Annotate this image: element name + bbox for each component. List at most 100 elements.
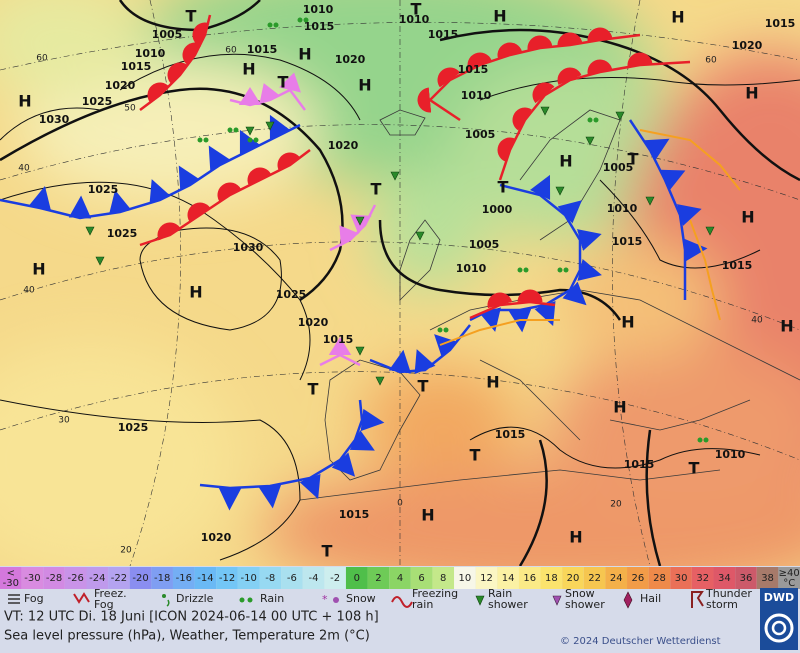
scale-label: 20 xyxy=(567,573,580,584)
pressure-center: H xyxy=(745,84,758,103)
scale-cell xyxy=(194,567,217,589)
isobar-label: 1025 xyxy=(118,421,149,434)
isobar-label: 1015 xyxy=(612,235,643,248)
weather-legend: Fog Freez.Fog Drizzle Rain * Snow Freezingrain… xyxy=(8,587,752,611)
pressure-center: H xyxy=(671,8,684,27)
scale-cell xyxy=(432,567,455,589)
isobar-label: 1010 xyxy=(399,13,430,26)
scale-label: 28 xyxy=(653,573,666,584)
shower-symbol xyxy=(245,126,255,136)
isobar-label: 1010 xyxy=(607,202,638,215)
rain-symbol xyxy=(273,22,279,28)
scale-cell xyxy=(627,567,649,589)
rain-symbol xyxy=(297,17,303,23)
pressure-center: T xyxy=(411,0,422,19)
isobar-label: 1015 xyxy=(458,63,489,76)
scale-cell xyxy=(691,567,714,589)
rain-symbol xyxy=(253,137,259,143)
isotherm-label: 0 xyxy=(397,499,403,509)
weather-legend-label: Drizzle xyxy=(176,592,214,605)
weather-legend-item: Hail xyxy=(623,591,661,609)
pressure-center: H xyxy=(18,92,31,111)
pressure-center: H xyxy=(780,317,793,336)
weather-legend-item: Rain xyxy=(239,592,284,605)
pressure-center: H xyxy=(621,313,634,332)
isotherm-label: 40 xyxy=(751,316,763,326)
scale-cell xyxy=(454,567,476,589)
rain-symbol xyxy=(227,127,233,133)
scale-label: 38 xyxy=(761,573,774,584)
pressure-center: T xyxy=(689,459,700,478)
isobar-label: 1020 xyxy=(335,53,366,66)
isobar-label: 1005 xyxy=(603,161,634,174)
scale-cell xyxy=(540,567,563,589)
scale-cell xyxy=(216,567,238,589)
scale-cell xyxy=(259,567,282,589)
scale-cell xyxy=(0,567,22,589)
pressure-center: H xyxy=(486,373,499,392)
pressure-center: H xyxy=(242,60,255,79)
isobar-label: 1015 xyxy=(121,60,152,73)
shower-symbol xyxy=(85,226,95,236)
shower-symbol xyxy=(645,196,655,206)
weather-legend-label: Hail xyxy=(640,592,661,605)
scale-label: ≥40 xyxy=(779,568,800,579)
isobar-label: 1020 xyxy=(201,531,232,544)
scale-cell xyxy=(281,567,303,589)
isobar-label: 1015 xyxy=(304,20,335,33)
map-labels: 10101015100510101015102010251030H1015102… xyxy=(18,0,795,561)
weather-legend-label: Fog xyxy=(94,598,114,611)
pressure-center: H xyxy=(569,528,582,547)
pressure-center: H xyxy=(741,208,754,227)
isotherm-label: 40 xyxy=(18,164,30,174)
weather-legend-item: * Snow xyxy=(322,592,376,606)
temperature-scale: <-30 -30 -28 -26 -24 -22 -20 -18 -16 -14 -12 -10 -8-… xyxy=(0,567,800,589)
scale-label: °C xyxy=(783,578,795,589)
scale-label: 34 xyxy=(718,573,731,584)
scale-label: -22 xyxy=(111,573,127,584)
scale-cell xyxy=(367,567,390,589)
scale-cell xyxy=(562,567,584,589)
isotherm-label: 50 xyxy=(124,104,136,114)
scale-cell xyxy=(648,567,671,589)
scale-label: -14 xyxy=(197,573,213,584)
rain-symbol xyxy=(443,327,449,333)
isobar-label: 1015 xyxy=(624,458,655,471)
description: Sea level pressure (hPa), Weather, Tempe… xyxy=(4,629,370,644)
isobar-label: 1025 xyxy=(276,288,307,301)
scale-cell xyxy=(108,567,130,589)
scale-cell xyxy=(129,567,152,589)
scale-label: 26 xyxy=(631,573,644,584)
scale-label: 2 xyxy=(375,573,381,584)
pressure-center: H xyxy=(358,76,371,95)
scale-label: 30 xyxy=(675,573,688,584)
weather-legend-label: storm xyxy=(706,598,738,611)
pressure-center: T xyxy=(186,7,197,26)
weather-legend-label: Rain xyxy=(260,592,284,605)
isotherm-label: 20 xyxy=(610,500,622,510)
weather-legend-label: rain xyxy=(412,598,433,611)
scale-label: 4 xyxy=(397,573,403,584)
weather-legend-label: Freez. xyxy=(94,587,127,600)
weather-icon xyxy=(239,597,253,603)
pressure-center: T xyxy=(498,178,509,197)
weather-legend-label: Snow xyxy=(565,587,595,600)
weather-legend-item: Fog xyxy=(8,592,44,605)
isobar-label: 1010 xyxy=(456,262,487,275)
shower-symbol xyxy=(355,216,365,226)
map-area: 10101015100510101015102010251030H1015102… xyxy=(0,0,800,566)
fronts xyxy=(0,14,741,511)
scale-cell xyxy=(21,567,44,589)
isobar-label: 1015 xyxy=(247,43,278,56)
scale-cell xyxy=(302,567,325,589)
weather-legend-label: Freezing xyxy=(412,587,458,600)
weather-icon xyxy=(475,595,485,606)
isobar-label: 1020 xyxy=(298,316,329,329)
scale-cell xyxy=(345,567,368,589)
isobar-label: 1015 xyxy=(722,259,753,272)
rain-symbol xyxy=(437,327,443,333)
scale-cell xyxy=(735,567,757,589)
rain-symbol xyxy=(587,117,593,123)
